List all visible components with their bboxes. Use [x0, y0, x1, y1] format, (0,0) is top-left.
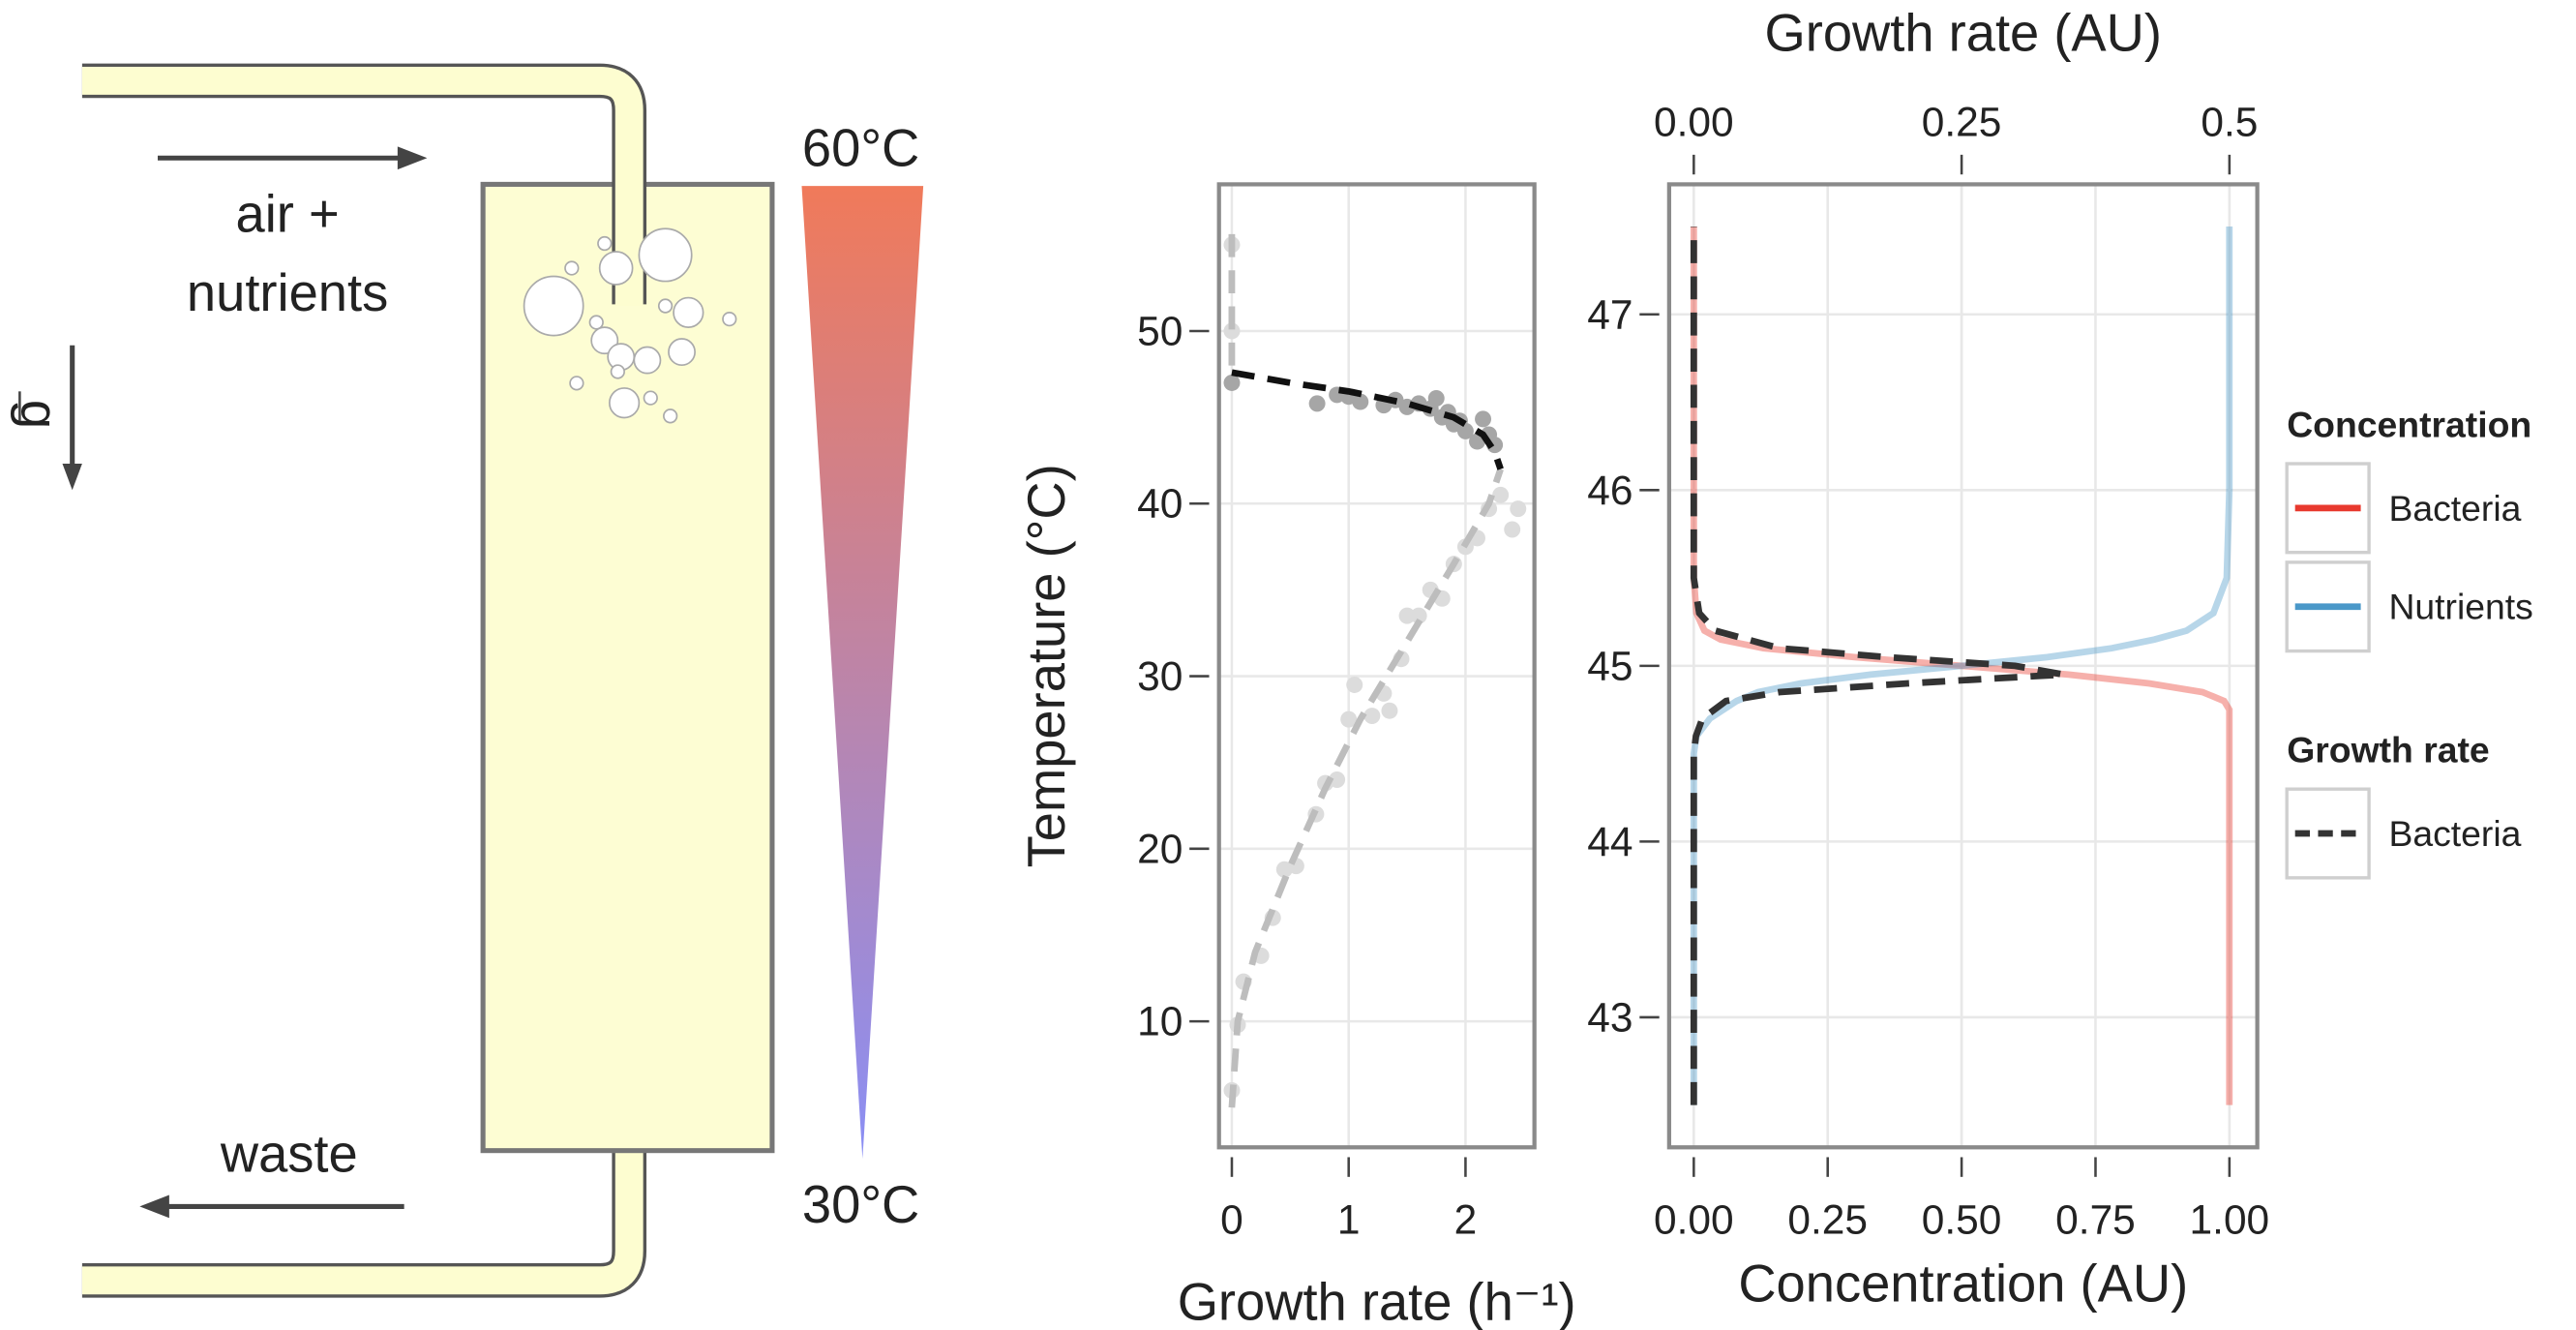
- data-point: [1352, 393, 1369, 410]
- plot-background: [1218, 184, 1535, 1148]
- data-point: [1363, 708, 1381, 725]
- dashed-curve: [1231, 369, 1504, 470]
- bottom-temperature: 30°C: [802, 1175, 919, 1234]
- outlet-pipe-fill: [81, 1134, 644, 1295]
- y-tick-label: 50: [1137, 308, 1183, 353]
- inlet-pipe-fill: [81, 67, 644, 307]
- legend-label: Bacteria: [2388, 813, 2521, 854]
- x-tick-label: 0: [1220, 1196, 1243, 1242]
- x-tick-label: 0.25: [1787, 1196, 1868, 1242]
- x-tick-label: 0.25: [1922, 99, 2002, 144]
- y-tick-label: 47: [1587, 291, 1632, 337]
- legend-title: Concentration: [2287, 404, 2531, 444]
- x-tick-label: 0.50: [1922, 1196, 2002, 1242]
- arrows: [62, 146, 428, 1219]
- data-point: [1340, 710, 1358, 728]
- data-point: [1329, 771, 1346, 789]
- data-point: [1456, 422, 1474, 439]
- bioreactor-diagram: air + nutrients waste g 60°C 30°C: [10, 63, 924, 1298]
- data-point: [1492, 486, 1510, 503]
- curve: [1690, 227, 2233, 1105]
- x-tick-label: 1: [1337, 1196, 1361, 1242]
- legend-title: Growth rate: [2287, 729, 2489, 770]
- data-point: [1381, 702, 1398, 719]
- y-tick-label: 44: [1587, 819, 1632, 864]
- dashed-curve: [1690, 227, 2064, 1105]
- data-point: [1475, 410, 1492, 428]
- data-point: [1510, 500, 1527, 518]
- y-tick-label: 20: [1137, 826, 1183, 871]
- data-point: [1398, 607, 1416, 624]
- y-tick-label: 43: [1587, 994, 1632, 1040]
- y-tick-label: 46: [1587, 468, 1632, 513]
- data-point: [1223, 374, 1241, 391]
- y-axis-title: Temperature (°C): [1017, 464, 1076, 867]
- plot-frame: [1666, 182, 2260, 1150]
- data-point: [1504, 521, 1521, 538]
- inlet-label: nutrients: [187, 263, 388, 322]
- data-point: [1223, 322, 1241, 340]
- bubbles: [523, 227, 737, 424]
- y-tick-label: 45: [1587, 643, 1632, 688]
- plot-frame: [1216, 182, 1537, 1150]
- x-tick-label: 0.5: [2201, 99, 2258, 144]
- legend-label: Bacteria: [2388, 488, 2521, 529]
- x-axis-title: Growth rate (h⁻¹): [1178, 1272, 1576, 1330]
- x-tick-label: 0.00: [1654, 1196, 1734, 1242]
- vessel: [480, 181, 775, 1154]
- y-tick-label: 30: [1137, 653, 1183, 699]
- x-tick-label: 2: [1454, 1196, 1478, 1242]
- data-point: [1410, 607, 1427, 624]
- y-tick-label: 40: [1137, 481, 1183, 527]
- temperature-gradient: [801, 186, 924, 1160]
- x2-axis-title: Growth rate (AU): [1765, 4, 2162, 63]
- x-axis-title: Concentration (AU): [1738, 1254, 2188, 1314]
- x-tick-label: 0.00: [1654, 99, 1734, 144]
- outlet-label: waste: [220, 1125, 358, 1184]
- y-tick-label: 10: [1137, 999, 1183, 1044]
- legend-label: Nutrients: [2388, 587, 2532, 627]
- data-point: [1427, 390, 1445, 407]
- inlet-label: air +: [236, 184, 340, 243]
- top-temperature: 60°C: [802, 119, 919, 178]
- data-point: [1308, 395, 1326, 412]
- x-tick-label: 1.00: [2190, 1196, 2270, 1242]
- dashed-curve: [1228, 468, 1504, 1108]
- x-tick-label: 0.75: [2055, 1196, 2136, 1242]
- data-point: [1346, 676, 1363, 693]
